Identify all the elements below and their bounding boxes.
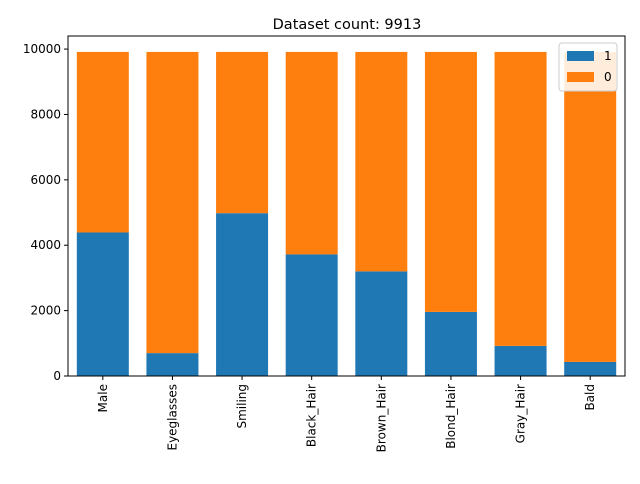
bar-blond-hair-series-1 [424, 311, 477, 376]
x-tick-label: Eyeglasses [165, 384, 179, 451]
y-tick-label: 2000 [30, 304, 61, 318]
x-tick-label: Black_Hair [305, 384, 319, 447]
legend-swatch-1 [567, 51, 594, 61]
bar-blond-hair-series-0 [424, 51, 477, 312]
plot-frame [67, 35, 626, 377]
bar-gray-hair-series-1 [494, 345, 547, 376]
y-tick-label: 4000 [30, 238, 61, 252]
bar-bald-series-0 [564, 51, 617, 362]
bar-black-hair-series-0 [285, 51, 338, 255]
bars-group [76, 51, 617, 376]
y-axis: 0 2000 4000 6000 8000 10000 [23, 42, 68, 383]
x-tick-label: Gray_Hair [514, 384, 528, 443]
legend-label: 0 [604, 70, 612, 84]
x-tick-label: Brown_Hair [374, 384, 388, 452]
chart-title: Dataset count: 9913 [273, 17, 422, 33]
legend-swatch-0 [567, 72, 594, 82]
x-tick-label: Bald [583, 384, 597, 411]
bar-smiling-series-0 [216, 51, 269, 214]
x-tick-label: Smiling [235, 384, 249, 429]
bar-eyeglasses-series-1 [146, 353, 199, 376]
x-axis: Male Eyeglasses Smiling Black_Hair Brown_Hai… [96, 376, 597, 452]
bar-gray-hair-series-0 [494, 51, 547, 346]
legend: 10 [558, 42, 618, 92]
bar-smiling-series-1 [216, 213, 269, 376]
legend-label: 1 [604, 49, 612, 63]
x-tick-label: Male [96, 384, 110, 412]
y-tick-label: 8000 [30, 107, 61, 121]
bar-bald-series-1 [564, 361, 617, 376]
bar-brown-hair-series-0 [355, 51, 408, 272]
bar-black-hair-series-1 [285, 254, 338, 376]
y-tick-label: 6000 [30, 173, 61, 187]
bar-male-series-0 [76, 51, 129, 233]
bar-brown-hair-series-1 [355, 271, 408, 376]
bar-male-series-1 [76, 232, 129, 376]
y-tick-label: 10000 [23, 42, 61, 56]
x-tick-label: Blond_Hair [444, 384, 458, 449]
y-tick-label: 0 [53, 369, 61, 383]
bar-eyeglasses-series-0 [146, 51, 199, 354]
